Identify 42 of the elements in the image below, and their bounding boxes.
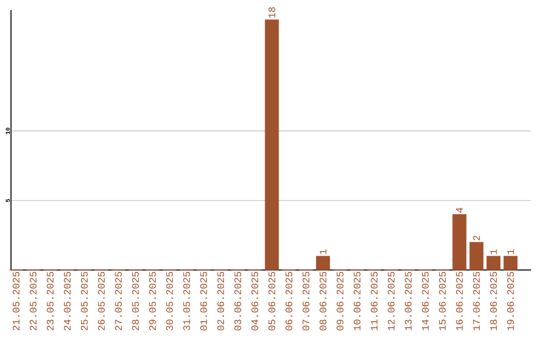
x-tick-label: 17.06.2025 [473, 272, 480, 330]
x-tick-label: 18.06.2025 [490, 272, 497, 330]
x-tick-label: 26.05.2025 [98, 272, 105, 330]
x-tick-label: 05.06.2025 [268, 272, 276, 330]
bar [316, 256, 330, 270]
x-tick-label: 07.06.2025 [302, 272, 310, 330]
x-tick-label: 23.05.2025 [46, 272, 54, 330]
x-tick-label: 02.06.2025 [217, 272, 224, 330]
x-tick-label: 29.05.2025 [149, 272, 156, 330]
bar [486, 256, 500, 270]
x-tick-label: 30.05.2025 [166, 272, 173, 330]
x-tick-label: 28.05.2025 [132, 272, 139, 330]
x-tick-label: 24.05.2025 [64, 272, 71, 330]
x-tick-label: 09.06.2025 [336, 272, 344, 330]
data-label: 2 [473, 236, 480, 240]
x-tick-label: 03.06.2025 [234, 272, 242, 330]
data-label: 1 [320, 249, 326, 254]
bar [264, 20, 279, 270]
x-tick-label: 04.06.2025 [251, 272, 258, 330]
x-tick-label: 10.06.2025 [354, 272, 360, 330]
data-label: 1 [507, 249, 514, 254]
bar [469, 242, 484, 270]
x-tick-label: 21.05.2025 [12, 272, 20, 330]
bar [452, 214, 466, 270]
bar [504, 256, 518, 270]
x-tick-label: 12.06.2025 [388, 272, 395, 330]
data-label: 1 [490, 249, 497, 254]
x-tick-label: 19.06.2025 [507, 272, 514, 330]
x-tick-label: 31.05.2025 [183, 272, 190, 330]
x-tick-label: 16.06.2025 [456, 272, 463, 330]
x-tick-label: 11.06.2025 [370, 272, 378, 330]
x-tick-label: 13.06.2025 [404, 272, 412, 330]
x-tick-label: 08.06.2025 [320, 272, 326, 330]
x-tick-label: 25.05.2025 [80, 272, 88, 330]
x-tick-label: 01.06.2025 [200, 272, 208, 330]
data-label: 4 [456, 208, 463, 213]
x-tick-label: 15.06.2025 [438, 272, 446, 330]
x-tick-label: 22.05.2025 [30, 272, 37, 330]
data-label: 18 [268, 7, 276, 18]
x-tick-label: 27.05.2025 [115, 272, 122, 330]
x-tick-label: 06.06.2025 [286, 272, 292, 330]
x-tick-label: 14.06.2025 [422, 272, 429, 330]
